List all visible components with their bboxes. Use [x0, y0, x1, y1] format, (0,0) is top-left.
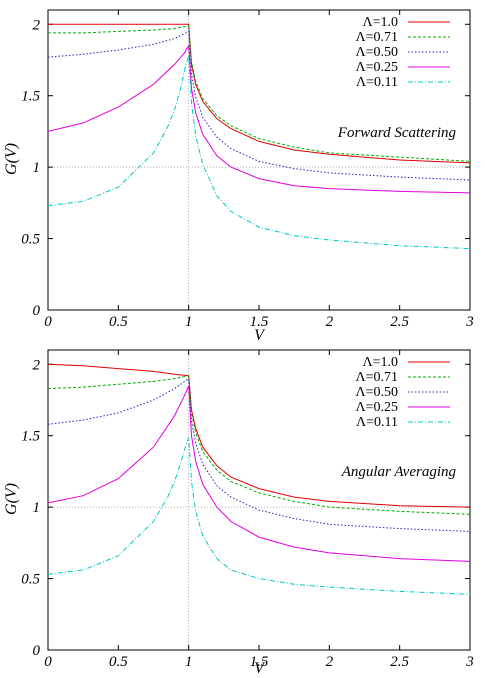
chart-panel-2: 0 0.5 1 1.5 2 2.5 3 0 0.5 1 1.5 2 V G(V) Angular Avera… [3, 349, 474, 677]
legend-label: Λ=0.25 [355, 400, 398, 415]
legend-label: Λ=0.50 [355, 45, 398, 60]
y-axis-label: G(V) [3, 483, 20, 515]
series-line-2 [48, 25, 471, 162]
y-tick-label: 2 [33, 17, 41, 33]
legend-label: Λ=0.71 [355, 370, 398, 385]
x-tick-label: 0.5 [109, 314, 128, 330]
legend-label: Λ=0.11 [356, 75, 398, 90]
series-line-1 [48, 23, 471, 164]
series-line-2 [47, 375, 471, 515]
plot-frame [47, 349, 471, 651]
series-line-5 [47, 436, 471, 595]
y-tick-label: 1.5 [21, 429, 40, 445]
series-line-1 [47, 363, 471, 508]
y-axis-label: G(V) [3, 143, 20, 175]
series-line-4 [47, 385, 471, 562]
x-tick-label: 0 [44, 654, 52, 670]
x-tick-label: 1.5 [250, 654, 269, 670]
x-tick-label: 2 [326, 314, 334, 330]
x-tick-label: 2.5 [390, 314, 409, 330]
x-tick-label: 1 [185, 654, 193, 670]
x-tick-label: 1 [185, 314, 193, 330]
series-line-3 [47, 377, 471, 532]
y-tick-label: 0.5 [21, 572, 40, 588]
y-tick-label: 0.5 [21, 232, 40, 248]
x-tick-label: 0.5 [109, 654, 128, 670]
y-tick-label: 1.5 [21, 89, 40, 105]
y-tick-label: 0 [33, 303, 41, 319]
series-line-5 [47, 55, 471, 250]
legend-label: Λ=0.50 [355, 385, 398, 400]
x-tick-label: 3 [465, 314, 474, 330]
x-tick-label: 2.5 [390, 654, 409, 670]
y-tick-label: 2 [33, 357, 41, 373]
legend-label: Λ=0.25 [355, 60, 398, 75]
x-tick-label: 2 [326, 654, 334, 670]
chart-panel-1: 0 0.5 1 1.5 2 2.5 3 0 0.5 1 1.5 2 V G(V) Forward Scatt… [3, 9, 474, 344]
chart-annotation: Angular Averaging [341, 464, 457, 480]
series-line-4 [47, 44, 471, 194]
chart-annotation: Forward Scattering [337, 125, 457, 141]
x-tick-label: 1.5 [250, 314, 269, 330]
y-tick-label: 1 [33, 160, 41, 176]
x-axis-label: V [254, 660, 266, 677]
legend-label: Λ=0.71 [355, 30, 398, 45]
x-axis-label: V [254, 327, 266, 344]
legend-label: Λ=1.0 [362, 355, 398, 370]
legend-label: Λ=0.11 [356, 415, 398, 430]
x-tick-label: 0 [44, 314, 52, 330]
y-tick-label: 0 [33, 643, 41, 659]
legend-label: Λ=1.0 [362, 15, 398, 30]
series-line-3 [47, 30, 471, 181]
x-tick-label: 3 [465, 654, 474, 670]
y-tick-label: 1 [33, 500, 41, 516]
